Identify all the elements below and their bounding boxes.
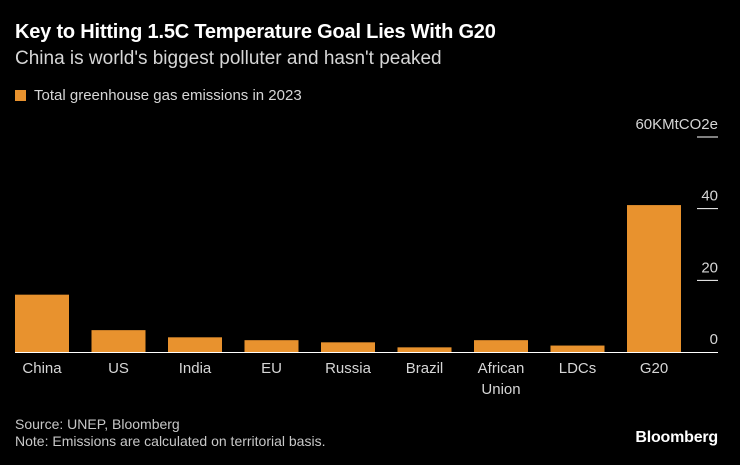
bar-us bbox=[91, 330, 146, 352]
chart-subtitle: China is world's biggest polluter and ha… bbox=[15, 48, 442, 69]
legend-swatch bbox=[15, 90, 26, 101]
bar-ldcs bbox=[550, 345, 605, 352]
x-tick-label: Brazil bbox=[406, 360, 444, 377]
y-tick-label: 20 bbox=[701, 259, 718, 276]
x-tick-label: India bbox=[179, 360, 212, 377]
chart-title: Key to Hitting 1.5C Temperature Goal Lie… bbox=[15, 21, 496, 43]
y-tick-label: 0 bbox=[710, 331, 718, 348]
bloomberg-logo: Bloomberg bbox=[635, 429, 718, 446]
x-tick-label: China bbox=[22, 360, 62, 377]
x-tick-label: African Union bbox=[478, 360, 525, 398]
bar-india bbox=[168, 337, 222, 352]
x-tick-label: US bbox=[108, 360, 129, 377]
bar-russia bbox=[321, 342, 375, 352]
source-note: Source: UNEP, Bloomberg bbox=[15, 416, 180, 432]
x-tick-label: Russia bbox=[325, 360, 372, 377]
legend-label: Total greenhouse gas emissions in 2023 bbox=[34, 87, 302, 104]
bar-brazil bbox=[397, 347, 452, 352]
x-tick-label: LDCs bbox=[559, 360, 597, 377]
bar-china bbox=[15, 294, 69, 352]
y-tick-label: 60KMtCO2e bbox=[635, 116, 718, 133]
legend: Total greenhouse gas emissions in 2023 bbox=[15, 87, 302, 104]
bar-eu bbox=[244, 340, 299, 352]
x-tick-label: G20 bbox=[640, 360, 668, 377]
footnote: Note: Emissions are calculated on territ… bbox=[15, 433, 326, 449]
bar-g20 bbox=[627, 205, 681, 352]
bar-chart: 0 20 40 60KMtCO2e China US India EU Russia Brazil… bbox=[15, 116, 718, 398]
x-tick-label: EU bbox=[261, 360, 282, 377]
y-tick-label: 40 bbox=[701, 188, 718, 205]
bar-african-union bbox=[474, 340, 528, 352]
